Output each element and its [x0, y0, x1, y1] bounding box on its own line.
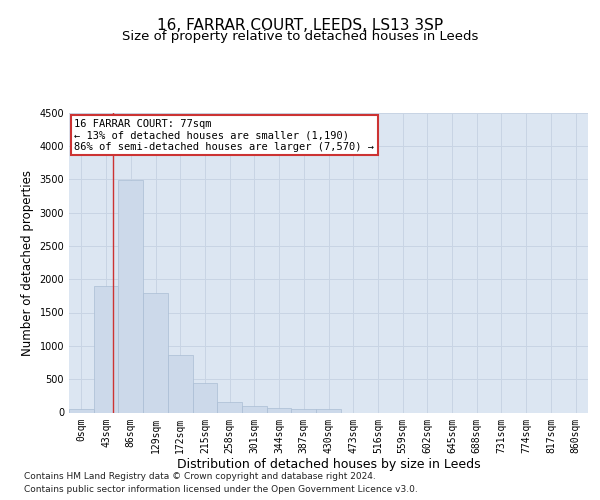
Text: Size of property relative to detached houses in Leeds: Size of property relative to detached ho…: [122, 30, 478, 43]
Text: Contains public sector information licensed under the Open Government Licence v3: Contains public sector information licen…: [24, 485, 418, 494]
Text: 16 FARRAR COURT: 77sqm
← 13% of detached houses are smaller (1,190)
86% of semi-: 16 FARRAR COURT: 77sqm ← 13% of detached…: [74, 118, 374, 152]
Bar: [69, 409, 94, 412]
Bar: [193, 382, 217, 412]
Bar: [118, 180, 143, 412]
Bar: [143, 292, 168, 412]
Bar: [316, 409, 341, 412]
Bar: [217, 402, 242, 412]
Bar: [242, 406, 267, 412]
Bar: [292, 408, 316, 412]
Bar: [94, 286, 118, 412]
Text: Contains HM Land Registry data © Crown copyright and database right 2024.: Contains HM Land Registry data © Crown c…: [24, 472, 376, 481]
X-axis label: Distribution of detached houses by size in Leeds: Distribution of detached houses by size …: [176, 458, 481, 471]
Text: 16, FARRAR COURT, LEEDS, LS13 3SP: 16, FARRAR COURT, LEEDS, LS13 3SP: [157, 18, 443, 32]
Bar: [168, 355, 193, 412]
Y-axis label: Number of detached properties: Number of detached properties: [21, 170, 34, 356]
Bar: [267, 408, 292, 412]
